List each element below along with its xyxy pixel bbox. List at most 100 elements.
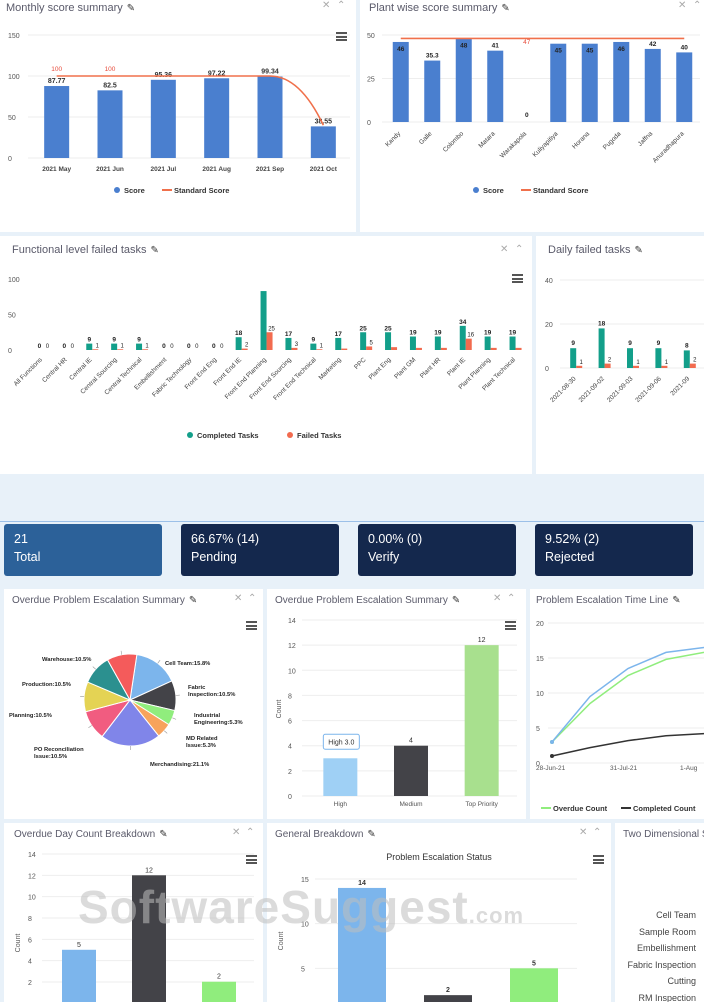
y-tick-label: 50 [8, 313, 16, 320]
collapse-icon[interactable]: ⌃ [515, 244, 524, 255]
kpi-pending[interactable]: 66.67% (14) Pending [181, 524, 339, 576]
completed-bar [86, 343, 93, 350]
chart-menu-icon[interactable] [505, 621, 516, 630]
failed-bar [291, 347, 298, 350]
y-tick-label: 12 [288, 643, 296, 650]
failed-bar [490, 347, 497, 350]
score-bar [44, 86, 70, 158]
pie-slice-label: PO Reconciliation Issue:10.5% [34, 747, 84, 760]
chart-menu-icon[interactable] [246, 855, 257, 864]
x-tick-label: 2021-08-30 [549, 375, 578, 404]
edit-icon[interactable]: ✎ [672, 595, 681, 606]
bar-value-label: 5 [77, 942, 81, 949]
score-bar [150, 79, 176, 158]
pie-slice [106, 653, 138, 702]
y-tick-label: 150 [8, 33, 20, 40]
edit-icon[interactable]: ✎ [188, 595, 198, 606]
edit-icon[interactable]: ✎ [634, 245, 643, 256]
status-bar [338, 887, 386, 1002]
completed-bar [683, 350, 690, 368]
completed-value-label: 9 [657, 340, 661, 347]
bar-value-label: 4 [409, 738, 413, 745]
collapse-icon[interactable]: ⌃ [507, 593, 516, 604]
y-tick-label: 4 [28, 959, 32, 966]
x-tick-label: Marketing [318, 356, 343, 381]
failed-value-label: 2 [693, 358, 697, 364]
failed-value-label: 0 [195, 344, 199, 350]
daycount-bar [132, 875, 166, 1002]
failed-value-label: 0 [170, 344, 174, 350]
tooltip-box [322, 733, 360, 750]
collapse-icon[interactable]: ⌃ [246, 827, 255, 838]
y-tick-label: 40 [545, 278, 553, 285]
priority-bar [464, 645, 499, 796]
expand-icon[interactable]: ✕ [232, 827, 241, 838]
expand-icon[interactable]: ✕ [234, 593, 243, 604]
edit-icon[interactable]: ✎ [501, 3, 510, 14]
expand-icon[interactable]: ✕ [322, 0, 331, 11]
kpi-value: 21 [14, 532, 28, 546]
two-dimensional-row-label: RM Inspection [638, 992, 696, 1002]
plant-score-chart: 50 25 0 46 Kandy 35.3 Galle 48 Colombo 41 Matara 0 W… [367, 33, 700, 195]
score-bar [392, 41, 409, 122]
completed-value-label: 8 [685, 342, 689, 349]
expand-icon[interactable]: ✕ [678, 0, 687, 11]
completed-value-label: 0 [212, 343, 216, 350]
failed-bar [142, 349, 149, 350]
priority-bar [394, 745, 428, 796]
completed-value-label: 18 [235, 330, 243, 337]
completed-value-label: 34 [459, 319, 467, 326]
completed-value-label: 19 [509, 330, 517, 337]
kpi-total[interactable]: 21 Total [4, 524, 162, 576]
edit-icon[interactable]: ✎ [451, 595, 461, 606]
expand-icon[interactable]: ✕ [579, 827, 588, 838]
y-tick-label: 5 [301, 966, 305, 973]
y-tick-label: 5 [536, 726, 540, 733]
x-tick-label: Kuliyapitiya [531, 130, 559, 158]
chart-menu-icon[interactable] [246, 621, 257, 630]
kpi-verify[interactable]: 0.00% (0) Verify [358, 524, 516, 576]
pie-slice [101, 699, 160, 747]
edit-icon[interactable]: ✎ [126, 3, 136, 14]
kpi-rejected[interactable]: 9.52% (2) Rejected [535, 524, 693, 576]
edit-icon[interactable]: ✎ [367, 829, 376, 840]
collapse-icon[interactable]: ⌃ [593, 827, 602, 838]
edit-icon[interactable]: ✎ [150, 245, 159, 256]
completed-value-label: 9 [112, 337, 116, 344]
edit-icon[interactable]: ✎ [159, 829, 168, 840]
y-axis-title: Count [278, 932, 285, 951]
y-tick-label: 50 [367, 33, 375, 40]
y-tick-label: 100 [8, 74, 20, 81]
pie-connector [120, 650, 123, 655]
chart-menu-icon[interactable] [593, 855, 604, 864]
overdue-pie-panel: Overdue Problem Escalation Summary ✎ ✕ ⌃ … [4, 589, 263, 819]
bar-value-label: 2 [217, 974, 221, 981]
bar-value-label: 0 [525, 112, 529, 119]
x-tick-label: Kandy [384, 130, 403, 149]
chart-menu-icon[interactable] [336, 32, 347, 41]
failed-bar [465, 338, 472, 350]
failed-value-label: 25 [268, 326, 275, 332]
completed-bar [434, 336, 441, 350]
legend-label: Score [124, 186, 145, 195]
collapse-icon[interactable]: ⌃ [337, 0, 346, 11]
y-tick-label: 10 [536, 691, 544, 698]
x-tick-label: Anuradhapura [652, 130, 686, 164]
completed-bar [385, 332, 392, 350]
expand-icon[interactable]: ✕ [493, 593, 502, 604]
expand-icon[interactable]: ✕ [500, 244, 509, 255]
timeline-point [550, 740, 554, 744]
collapse-icon[interactable]: ⌃ [248, 593, 257, 604]
score-bar [97, 90, 123, 158]
failed-bar [415, 347, 422, 350]
y-tick-label: 0 [545, 366, 549, 373]
completed-value-label: 0 [187, 343, 191, 350]
daycount-bar [62, 949, 96, 1002]
legend-label: Completed Count [633, 804, 696, 813]
y-tick-label: 100 [8, 277, 20, 284]
chart-menu-icon[interactable] [512, 274, 523, 283]
y-tick-label: 0 [8, 156, 12, 163]
completed-value-label: 0 [38, 343, 42, 350]
y-tick-label: 6 [28, 937, 32, 944]
collapse-icon[interactable]: ⌃ [693, 0, 702, 11]
